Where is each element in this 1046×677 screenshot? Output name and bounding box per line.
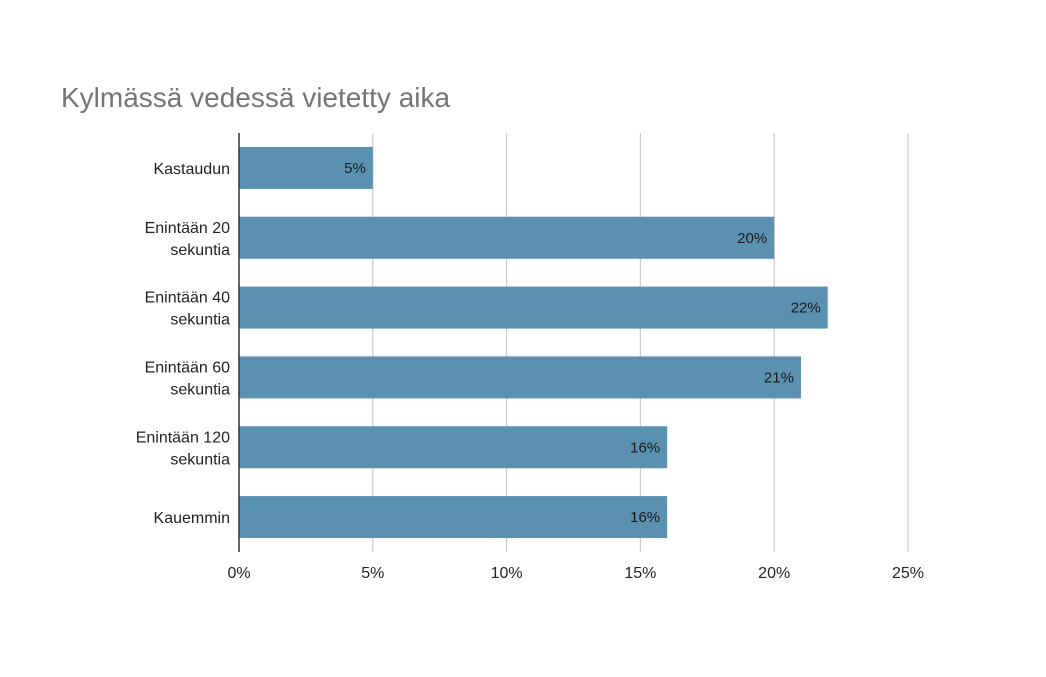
bar <box>239 216 775 259</box>
category-label-line: Kastaudun <box>153 161 230 178</box>
bar <box>239 426 668 469</box>
category-label: Kauemmin <box>154 510 230 527</box>
category-label: Enintään 60 sekuntia <box>145 359 231 398</box>
data-label: 5% <box>344 160 366 177</box>
x-tick-label: 15% <box>624 565 656 582</box>
data-label: 16% <box>630 509 660 526</box>
bar <box>239 496 668 539</box>
category-label-line: sekuntia <box>170 312 230 329</box>
gridlines <box>372 133 909 552</box>
data-label: 20% <box>737 230 767 247</box>
labels: 0% 5% 10% 15% 20% 25% 5% Kastaudun 20% Enintään 2… <box>136 160 924 582</box>
x-tick-label: 5% <box>361 565 384 582</box>
bar <box>239 356 801 399</box>
category-label: Kastaudun <box>153 161 230 178</box>
category-label: Enintään 120 sekuntia <box>136 429 230 468</box>
x-tick-label: 10% <box>491 565 523 582</box>
bar <box>239 286 828 329</box>
x-tick-label: 0% <box>227 565 250 582</box>
data-label: 21% <box>764 369 794 386</box>
category-label: Enintään 40 sekuntia <box>145 290 231 329</box>
x-tick-label: 20% <box>758 565 790 582</box>
category-label-line: Enintään 120 <box>136 429 230 446</box>
data-label: 22% <box>791 300 821 317</box>
category-label-line: Kauemmin <box>154 510 230 527</box>
chart-title: Kylmässä vedessä vietetty aika <box>61 82 451 113</box>
category-label-line: sekuntia <box>170 451 230 468</box>
x-tick-label: 25% <box>892 565 924 582</box>
category-label: Enintään 20 sekuntia <box>145 220 231 259</box>
category-label-line: Enintään 40 <box>145 290 231 307</box>
bar <box>239 146 373 189</box>
category-label-line: Enintään 60 <box>145 359 231 376</box>
category-label-line: Enintään 20 <box>145 220 231 237</box>
bars <box>239 146 828 539</box>
category-label-line: sekuntia <box>170 381 230 398</box>
data-label: 16% <box>630 439 660 456</box>
category-label-line: sekuntia <box>170 242 230 259</box>
